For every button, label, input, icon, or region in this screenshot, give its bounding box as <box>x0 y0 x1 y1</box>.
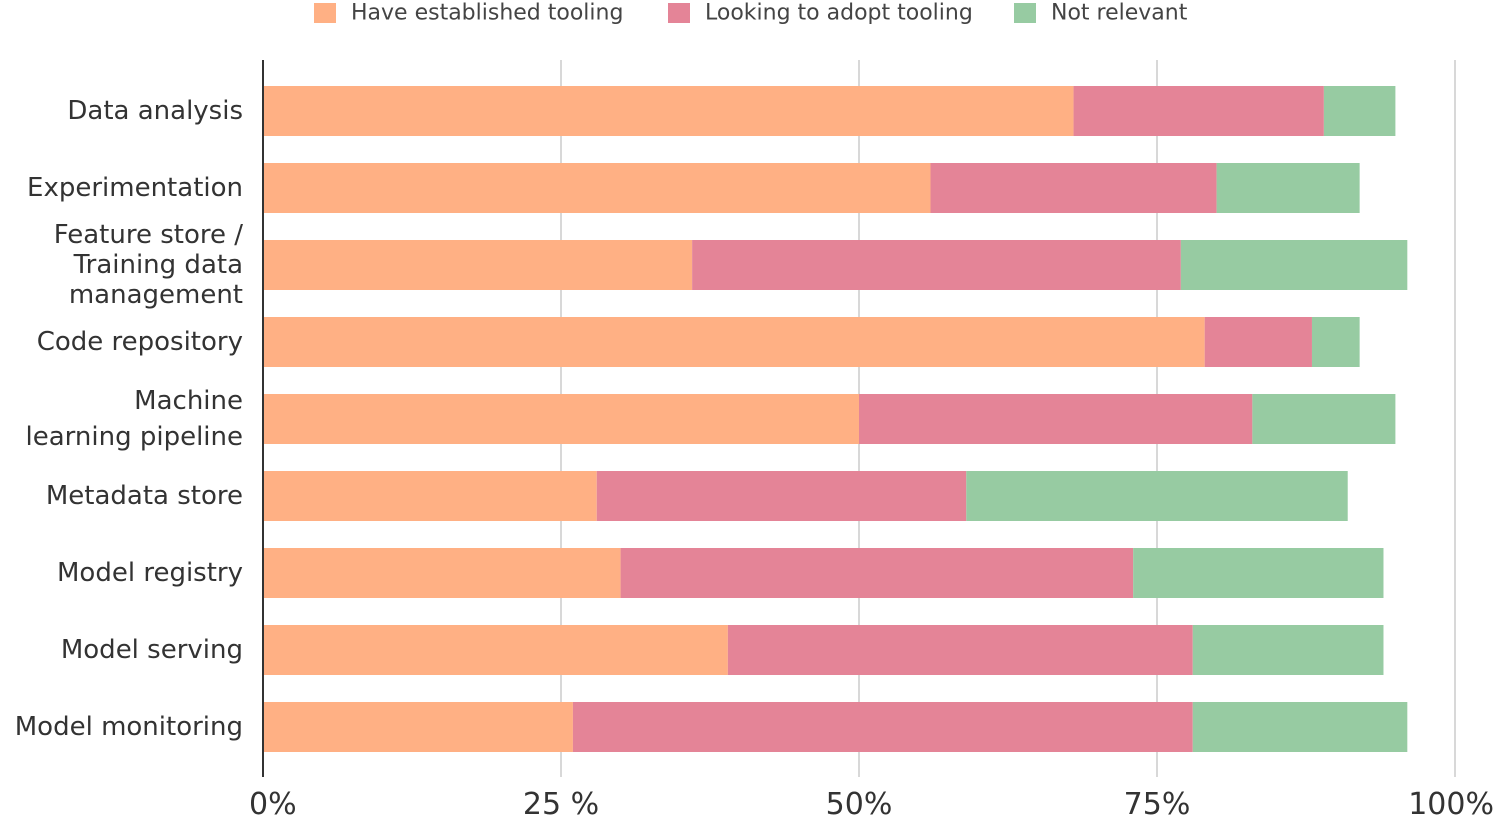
x-tick-label-25: 25 % <box>523 787 599 822</box>
bar-3-0 <box>263 317 1205 367</box>
bar-4-2 <box>1252 394 1396 444</box>
bar-5-0 <box>263 471 597 521</box>
bar-6-2 <box>1133 548 1384 598</box>
bar-6-1 <box>620 548 1134 598</box>
x-tick-label-75: 75% <box>1124 787 1191 822</box>
bar-3-1 <box>1204 317 1312 367</box>
bar-7-0 <box>263 625 728 675</box>
bar-1-1 <box>930 163 1217 213</box>
category-label-7: Model serving <box>61 635 243 665</box>
category-label-8: Model monitoring <box>15 712 243 742</box>
category-label-3: Code repository <box>37 327 243 357</box>
bar-1-2 <box>1216 163 1360 213</box>
bar-2-0 <box>263 240 693 290</box>
bar-3-2 <box>1311 317 1360 367</box>
legend-swatch-0 <box>314 3 336 23</box>
bar-7-2 <box>1192 625 1384 675</box>
category-label-0: Data analysis <box>67 96 243 126</box>
bar-2-2 <box>1180 240 1408 290</box>
legend-swatch-1 <box>668 3 690 23</box>
x-tick-label-0: 0% <box>249 787 297 822</box>
bar-2-1 <box>692 240 1181 290</box>
category-label-1: Experimentation <box>27 173 243 203</box>
bar-8-0 <box>263 702 573 752</box>
bar-0-2 <box>1323 86 1396 136</box>
bar-6-0 <box>263 548 621 598</box>
category-label-5: Metadata store <box>46 481 243 511</box>
bar-4-0 <box>263 394 859 444</box>
legend-label-0: Have established tooling <box>351 1 623 26</box>
category-label-6: Model registry <box>57 558 243 588</box>
legend-label-2: Not relevant <box>1051 1 1188 26</box>
legend-label-1: Looking to adopt tooling <box>705 1 973 26</box>
bar-0-1 <box>1073 86 1324 136</box>
bar-5-2 <box>966 471 1348 521</box>
category-label-2: Feature store / Training data management <box>54 220 244 310</box>
category-label-4: Machine learning pipeline <box>26 386 243 452</box>
bar-1-0 <box>263 163 931 213</box>
x-tick-label-50: 50% <box>826 787 893 822</box>
bar-8-1 <box>572 702 1193 752</box>
bar-7-1 <box>727 625 1193 675</box>
bar-4-1 <box>859 394 1253 444</box>
bar-0-0 <box>263 86 1074 136</box>
x-tick-label-100: 100% <box>1408 787 1494 822</box>
legend-swatch-2 <box>1014 3 1036 23</box>
bar-5-1 <box>596 471 967 521</box>
bar-8-2 <box>1192 702 1408 752</box>
